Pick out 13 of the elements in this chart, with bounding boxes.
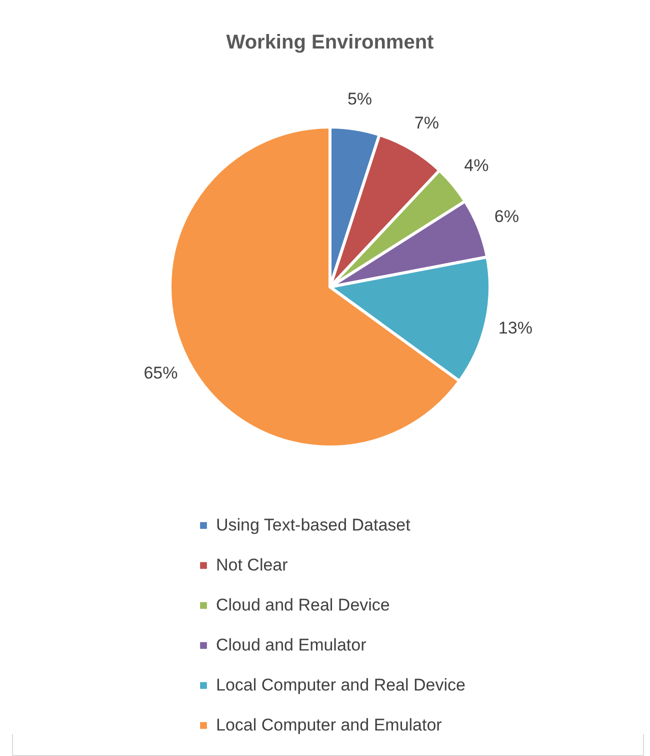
legend-label: Using Text-based Dataset [216, 516, 411, 534]
legend-label: Local Computer and Real Device [216, 676, 466, 694]
data-label: 4% [464, 156, 489, 175]
chart-title: Working Environment [226, 31, 434, 54]
legend-label: Cloud and Real Device [216, 596, 390, 614]
data-label: 65% [144, 363, 178, 382]
legend-label: Not Clear [216, 556, 288, 574]
data-label: 13% [498, 318, 532, 338]
legend-label: Cloud and Emulator [216, 636, 367, 654]
data-label: 7% [414, 113, 440, 132]
data-label: 5% [347, 89, 372, 108]
legend-label: Local Computer and Emulator [216, 716, 442, 734]
data-label: 6% [494, 207, 519, 226]
